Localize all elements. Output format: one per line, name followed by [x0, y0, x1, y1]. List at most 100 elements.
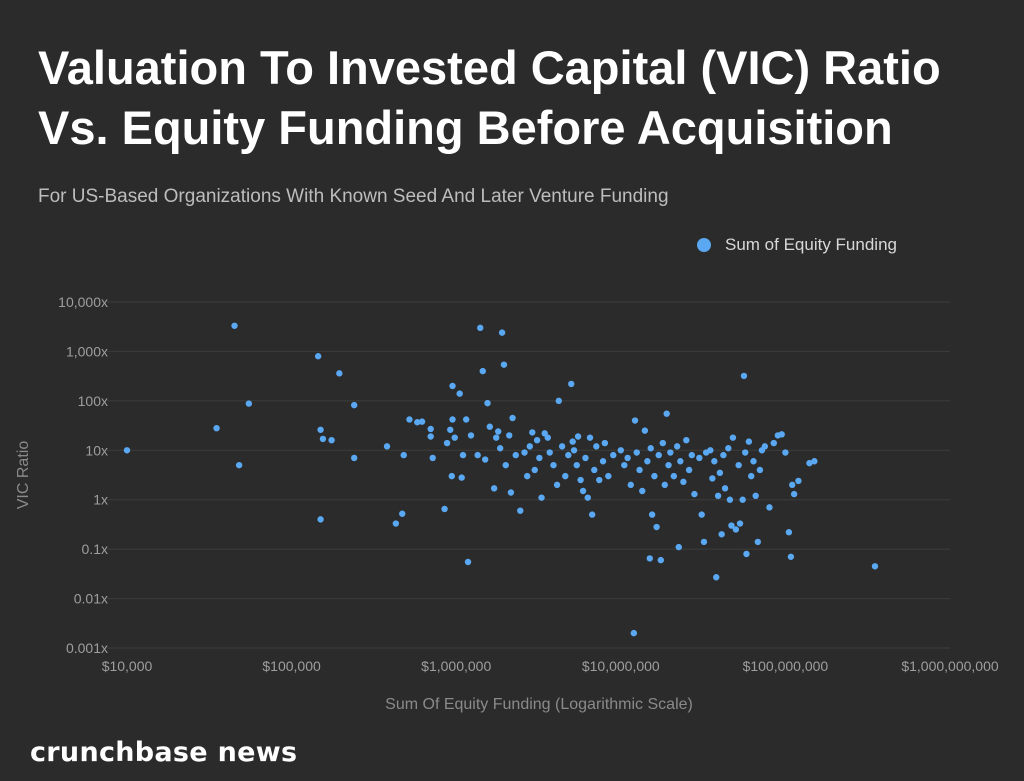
- data-point: [521, 449, 528, 456]
- data-point: [536, 454, 543, 462]
- data-point: [709, 475, 716, 482]
- data-point: [529, 429, 536, 436]
- data-point: [584, 494, 591, 501]
- data-point: [655, 451, 662, 459]
- data-point: [456, 390, 463, 397]
- data-point: [414, 419, 421, 426]
- data-point: [546, 449, 553, 456]
- data-point: [350, 401, 358, 409]
- data-point: [427, 433, 434, 440]
- data-point: [383, 443, 391, 450]
- data-point: [644, 458, 651, 465]
- chart-subtitle: For US-Based Organizations With Known Se…: [38, 186, 669, 207]
- data-point: [350, 454, 358, 462]
- data-point: [627, 481, 634, 489]
- data-point: [698, 511, 705, 518]
- data-point: [721, 485, 729, 492]
- data-point: [400, 451, 407, 459]
- y-tick-label: 0.1x: [82, 541, 108, 557]
- data-point: [235, 461, 243, 469]
- data-point: [726, 496, 734, 503]
- data-point: [636, 466, 643, 474]
- data-point: [568, 380, 575, 388]
- data-point: [688, 451, 696, 459]
- data-point: [716, 469, 724, 477]
- data-point: [707, 447, 714, 454]
- data-point: [653, 523, 660, 531]
- data-point: [718, 531, 725, 538]
- data-point: [736, 520, 744, 527]
- data-point: [245, 400, 253, 407]
- y-tick-label: 1x: [93, 492, 108, 508]
- data-point: [596, 476, 603, 484]
- data-point: [448, 472, 455, 480]
- data-point: [512, 451, 519, 459]
- data-point: [531, 466, 538, 474]
- data-point: [646, 555, 653, 562]
- data-point: [495, 428, 502, 435]
- data-point: [732, 526, 740, 533]
- data-point: [582, 454, 589, 462]
- data-point: [509, 414, 516, 422]
- x-tick-label: $1,000,000: [421, 658, 491, 674]
- y-tick-label: 0.01x: [74, 591, 108, 607]
- data-point: [754, 538, 762, 546]
- data-point: [630, 629, 638, 637]
- data-point: [761, 443, 769, 450]
- data-point: [317, 516, 324, 523]
- data-point: [507, 489, 515, 496]
- data-point: [785, 529, 793, 536]
- data-point: [700, 538, 708, 546]
- data-point: [500, 361, 508, 368]
- data-point: [449, 382, 456, 390]
- data-point: [714, 492, 722, 500]
- data-point: [782, 449, 789, 456]
- data-point: [739, 496, 746, 503]
- data-point: [524, 472, 531, 480]
- data-point: [617, 447, 624, 454]
- data-point: [871, 563, 879, 570]
- y-tick-label: 10,000x: [58, 294, 108, 310]
- data-point: [496, 445, 504, 452]
- data-point: [685, 466, 693, 474]
- data-point: [725, 445, 732, 452]
- data-point: [213, 424, 220, 432]
- legend-marker: [697, 238, 711, 252]
- data-point: [778, 431, 785, 438]
- y-tick-label: 0.001x: [66, 640, 108, 656]
- data-point: [314, 353, 322, 360]
- data-point: [750, 458, 757, 465]
- data-point: [670, 472, 678, 480]
- data-point: [770, 439, 777, 447]
- data-point: [451, 434, 458, 441]
- data-point: [336, 370, 343, 377]
- x-tick-label: $100,000,000: [743, 658, 829, 674]
- data-point: [481, 456, 489, 463]
- data-point: [573, 461, 580, 469]
- data-point: [447, 426, 454, 433]
- data-point: [651, 472, 658, 480]
- data-point: [565, 451, 572, 459]
- data-point: [680, 478, 687, 486]
- data-point: [319, 435, 327, 443]
- data-point: [569, 438, 576, 445]
- data-point: [789, 481, 796, 489]
- data-point: [591, 466, 598, 474]
- data-point: [458, 474, 465, 481]
- data-point: [493, 434, 500, 441]
- data-point: [443, 439, 451, 447]
- data-point: [605, 472, 612, 480]
- data-point: [427, 425, 434, 433]
- y-axis-label: VIC Ratio: [15, 441, 32, 510]
- y-tick-label: 100x: [78, 393, 108, 409]
- legend-label: Sum of Equity Funding: [725, 235, 897, 254]
- data-point: [555, 397, 562, 405]
- data-point: [624, 454, 631, 462]
- data-point: [633, 449, 640, 456]
- data-point: [586, 434, 594, 441]
- data-point: [720, 451, 727, 459]
- data-point: [317, 426, 324, 433]
- data-point: [740, 372, 748, 380]
- data-point: [459, 451, 467, 459]
